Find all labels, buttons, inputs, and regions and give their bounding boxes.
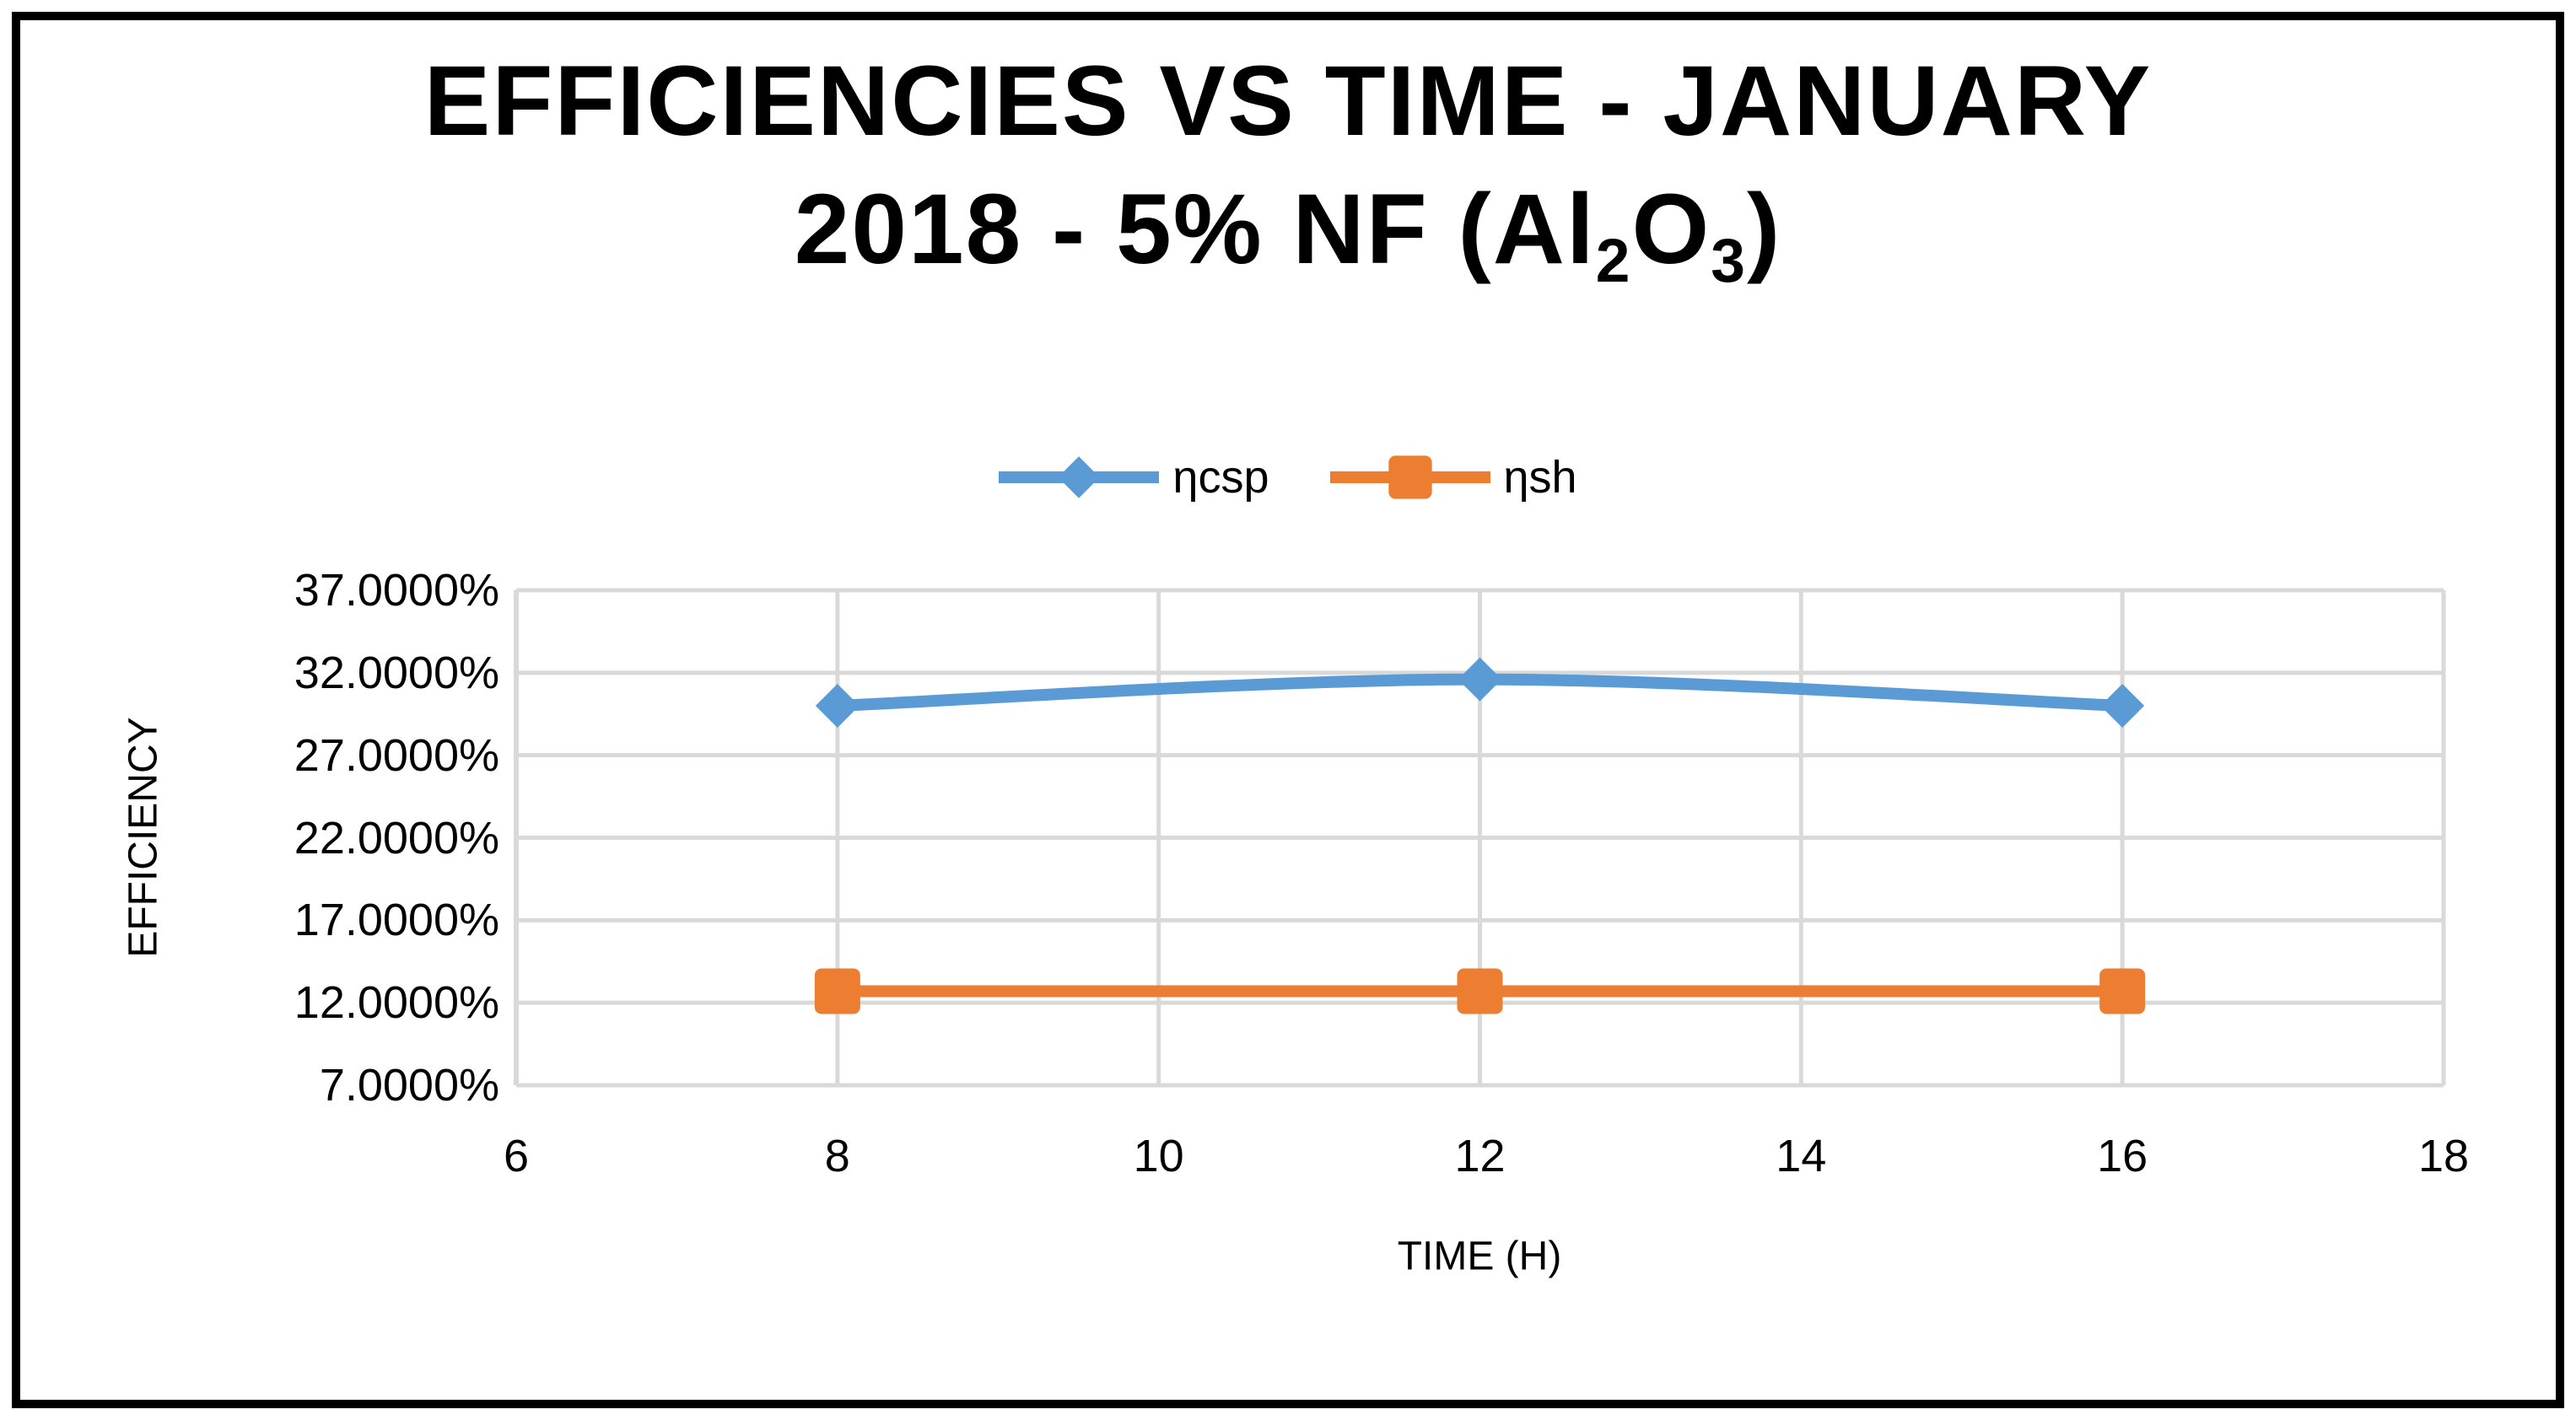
legend-label-nsh: ηsh bbox=[1503, 452, 1577, 503]
title-line2-suffix: ) bbox=[1746, 174, 1782, 285]
y-tick-label: 22.0000% bbox=[294, 812, 499, 863]
legend-line-square-icon bbox=[1329, 455, 1490, 499]
figure-border bbox=[12, 12, 2564, 1408]
square-marker-icon bbox=[1388, 455, 1432, 499]
x-tick-label: 8 bbox=[824, 1131, 850, 1181]
chart-title-line-2: 2018 - 5% NF (Al2O3) bbox=[0, 165, 2576, 306]
x-tick-label: 16 bbox=[2097, 1131, 2148, 1181]
chart-title-line-1: EFFICIENCIES VS TIME - JANUARY bbox=[423, 46, 2153, 157]
legend-item-nsh: ηsh bbox=[1329, 450, 1577, 504]
y-tick-label: 17.0000% bbox=[294, 895, 499, 946]
title-subscript-3: 3 bbox=[1711, 225, 1747, 295]
legend-line-diamond-icon bbox=[999, 456, 1160, 498]
x-axis-title: TIME (H) bbox=[1397, 1234, 1562, 1279]
y-axis-title: EFFICIENCY bbox=[121, 717, 166, 958]
y-tick-label: 12.0000% bbox=[294, 977, 499, 1029]
y-tick-label: 32.0000% bbox=[294, 647, 499, 698]
square-marker-icon bbox=[1457, 968, 1503, 1014]
diamond-marker-icon bbox=[815, 683, 860, 728]
chart-title: EFFICIENCIES VS TIME - JANUARY 2018 - 5%… bbox=[0, 37, 2576, 306]
x-tick-label: 18 bbox=[2417, 1131, 2470, 1181]
diamond-marker-icon bbox=[1458, 657, 1502, 702]
title-line2-prefix: 2018 - 5% NF (Al bbox=[794, 174, 1596, 285]
chart-legend: ηcsp ηsh bbox=[0, 450, 2576, 504]
square-marker-icon bbox=[2099, 968, 2146, 1014]
legend-item-ncsp: ηcsp bbox=[999, 450, 1269, 504]
y-tick-label: 27.0000% bbox=[294, 729, 499, 781]
title-line2-mid: O bbox=[1631, 174, 1711, 285]
legend-label-ncsp: ηcsp bbox=[1172, 452, 1269, 503]
x-tick-label: 12 bbox=[1454, 1131, 1506, 1181]
x-tick-label: 10 bbox=[1133, 1131, 1184, 1181]
square-marker-icon bbox=[814, 968, 860, 1014]
title-subscript-2: 2 bbox=[1595, 225, 1632, 295]
y-tick-label: 7.0000% bbox=[319, 1060, 499, 1111]
y-tick-label: 37.0000% bbox=[294, 565, 499, 616]
diamond-marker-icon bbox=[2100, 683, 2145, 728]
x-tick-label: 14 bbox=[1776, 1131, 1827, 1181]
diamond-marker-icon bbox=[1058, 456, 1101, 498]
x-tick-label: 6 bbox=[503, 1131, 530, 1181]
